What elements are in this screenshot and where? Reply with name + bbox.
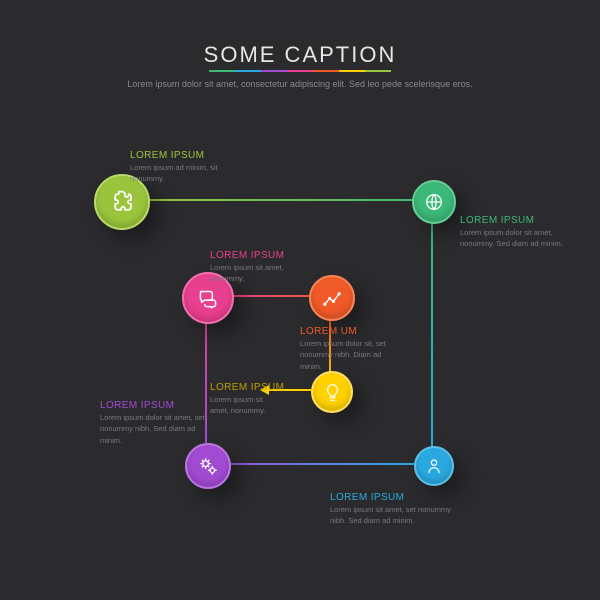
step-label: LOREM IPSUM [210,382,284,393]
title-underline [209,70,391,72]
bulb-icon [322,382,343,403]
step-body: Lorem ipsum sit amet, set nonummy nibh. … [330,504,460,527]
step-node-3 [414,446,454,486]
step-label: LOREM IPSUM [100,400,174,411]
chart-icon [321,287,344,310]
step-node-7 [311,371,353,413]
gears-icon [197,455,220,478]
chat-icon [195,285,221,311]
step-label: LOREM IPSUM [210,250,284,261]
globe-icon [423,191,445,213]
step-node-6 [309,275,355,321]
step-body: Lorem ipsum ad minim, sit nonummy. [130,162,250,185]
step-label: LOREM IPSUM [130,150,204,161]
step-node-4 [185,443,231,489]
step-body: Lorem ipsum dolor sit amet, set nonummy … [100,412,210,446]
step-label: LOREM IPSUM [460,215,534,226]
step-body: Lorem ipsum dolor sit amet, nonummy. Sed… [460,227,580,250]
step-label: LOREM UM [300,326,357,337]
page-subtitle: Lorem ipsum dolor sit amet, consectetur … [0,78,600,91]
puzzle-icon [108,188,137,217]
step-node-2 [412,180,456,224]
person-icon [424,456,444,476]
page-title: SOME CAPTION [0,42,600,68]
step-body: Lorem ipsum sit amet, nonummy. [210,394,280,417]
step-body: Lorem ipsum dolor sit, set nonummy nibh.… [300,338,395,372]
step-body: Lorem ipsum sit amet, nonummy. [210,262,320,285]
step-label: LOREM IPSUM [330,492,404,503]
